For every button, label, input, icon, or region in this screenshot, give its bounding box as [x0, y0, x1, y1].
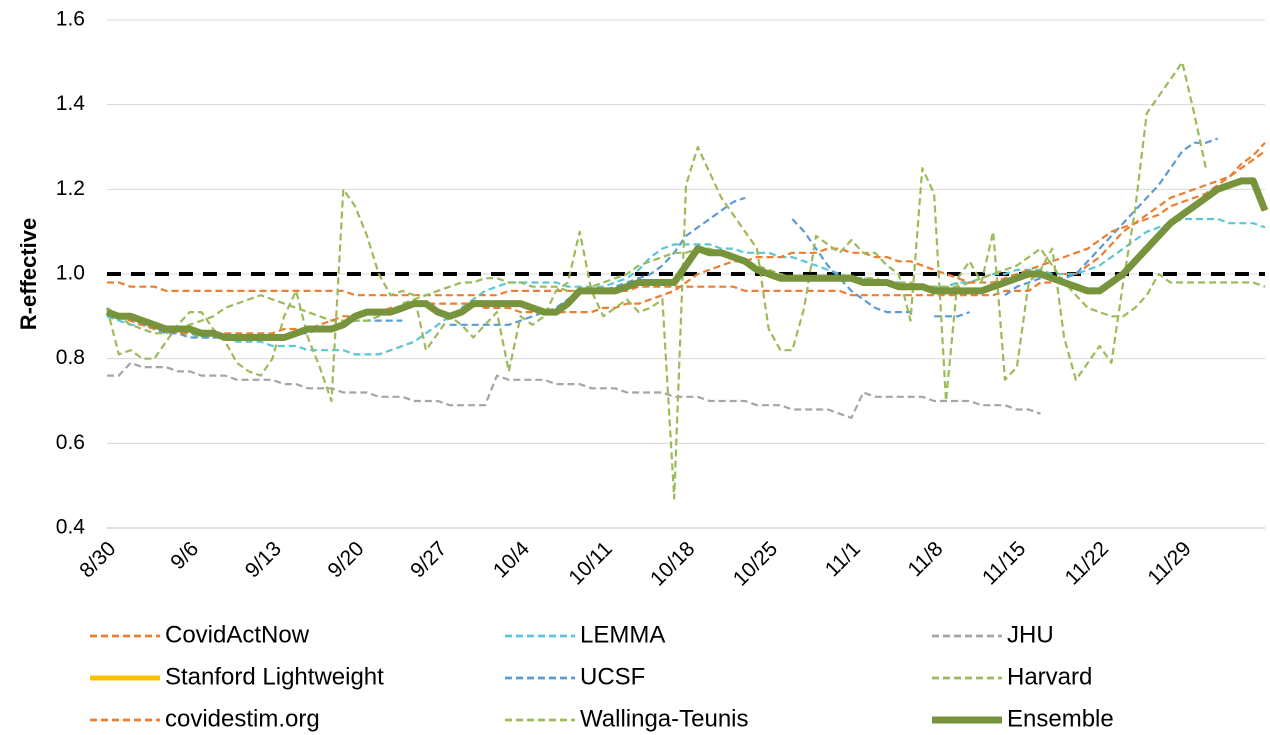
y-tick-label: 1.4 [56, 92, 86, 115]
legend-label: JHU [1007, 621, 1054, 648]
series-line [105, 177, 1269, 341]
legend-label: covidestim.org [165, 705, 320, 732]
series-line [106, 217, 1266, 356]
series-line [105, 61, 1207, 500]
y-tick-label: 1.6 [56, 8, 85, 31]
series-line [106, 137, 1219, 339]
x-tick-label: 11/8 [904, 537, 948, 581]
y-tick-label: 1.2 [56, 177, 85, 200]
y-tick-label: 0.4 [56, 516, 86, 539]
x-tick-label: 11/1 [821, 537, 865, 581]
x-tick-label: 8/30 [75, 537, 120, 582]
x-tick-label: 11/22 [1061, 537, 1113, 589]
legend-label: Harvard [1007, 663, 1092, 690]
x-tick-label: 9/20 [323, 537, 368, 582]
y-tick-label: 0.8 [56, 346, 85, 369]
x-tick-label: 9/6 [166, 537, 203, 574]
x-tick-label: 11/15 [978, 537, 1030, 589]
x-tick-label: 10/4 [489, 537, 534, 582]
legend-label: Stanford Lightweight [165, 663, 384, 690]
legend-label: CovidActNow [165, 621, 310, 648]
legend-label: Wallinga-Teunis [580, 705, 749, 732]
y-tick-label: 0.6 [56, 431, 85, 454]
y-axis-label: R-effective [16, 218, 41, 330]
x-tick-label: 11/29 [1143, 537, 1195, 589]
series-line [107, 361, 1041, 419]
x-tick-label: 10/25 [729, 537, 782, 590]
legend-label: LEMMA [580, 621, 665, 648]
x-tick-label: 9/13 [241, 537, 286, 582]
x-tick-label: 9/27 [406, 537, 451, 582]
x-tick-label: 10/18 [646, 537, 699, 590]
legend-label: UCSF [580, 663, 645, 690]
legend-label: Ensemble [1007, 705, 1114, 732]
series-line [106, 142, 1266, 335]
y-tick-label: 1.0 [56, 262, 85, 285]
x-tick-label: 10/11 [564, 537, 616, 589]
